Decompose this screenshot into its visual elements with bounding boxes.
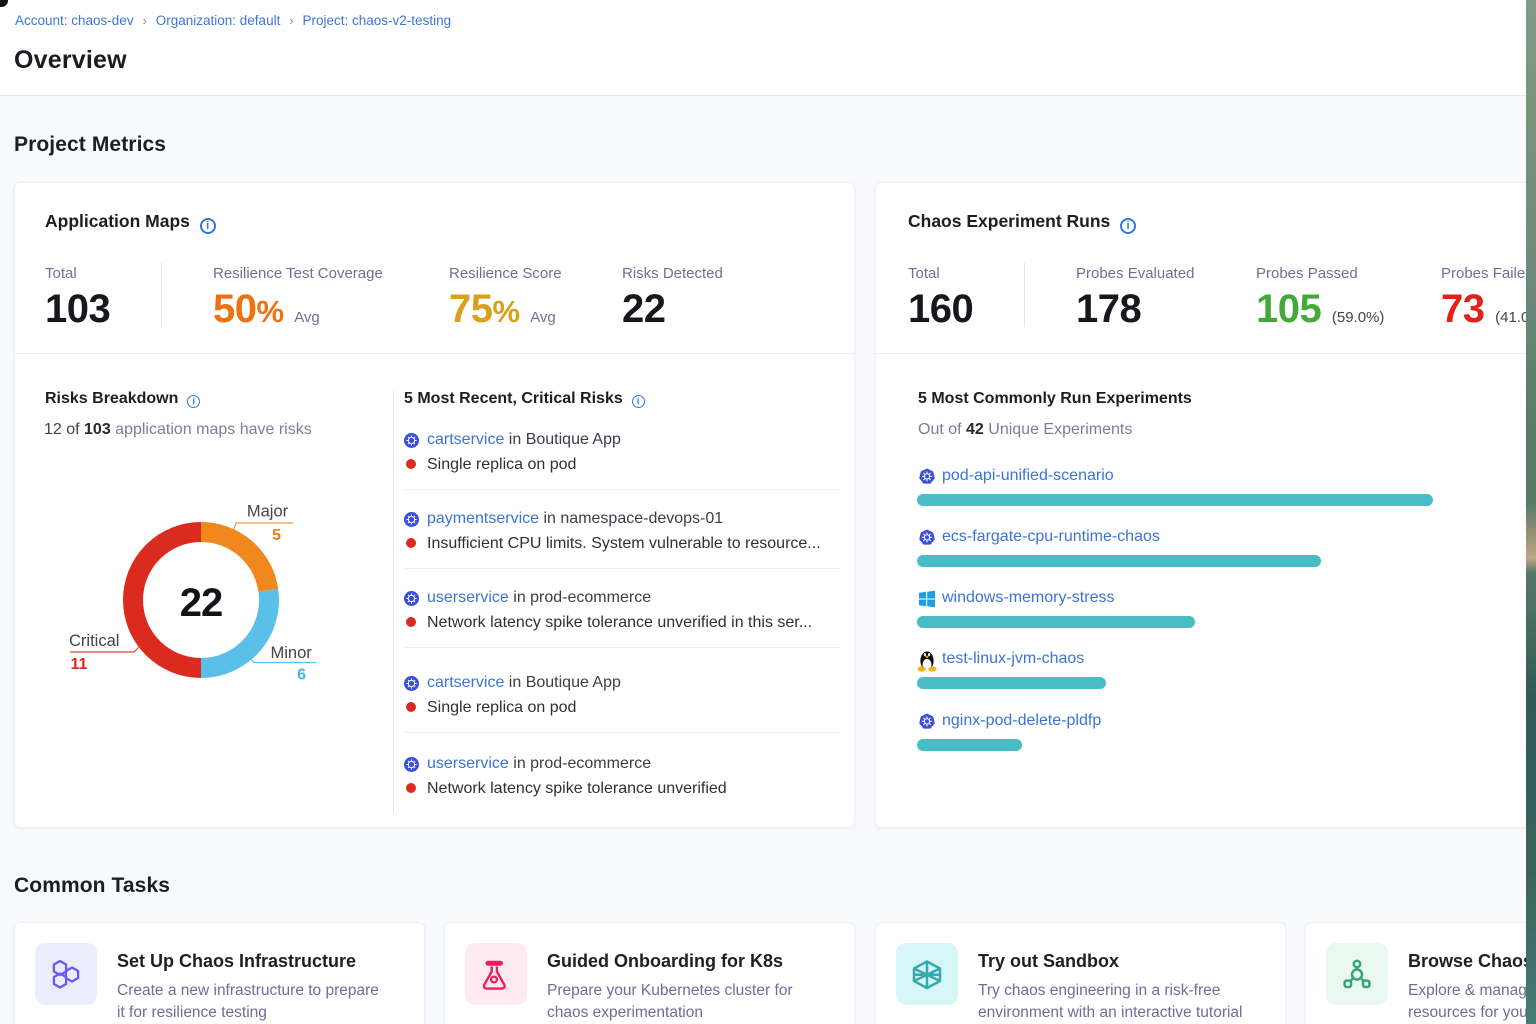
svg-text:6: 6 [297, 667, 306, 684]
svg-text:11: 11 [71, 656, 88, 673]
svg-text:5: 5 [272, 527, 281, 544]
svg-text:Critical: Critical [69, 632, 119, 650]
svg-text:22: 22 [180, 581, 223, 625]
svg-text:Major: Major [247, 503, 289, 521]
svg-text:Minor: Minor [271, 644, 313, 662]
